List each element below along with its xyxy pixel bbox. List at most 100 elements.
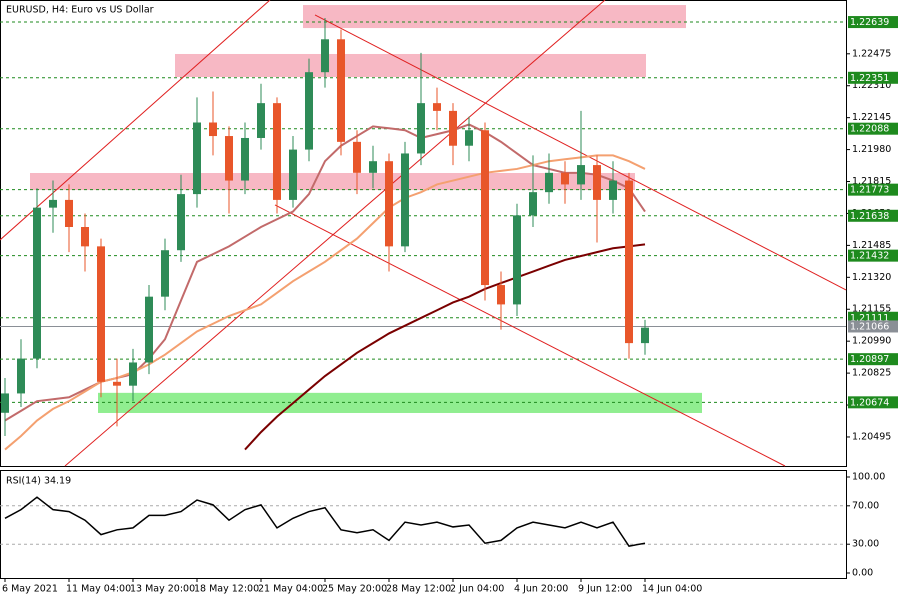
candle-body — [561, 172, 569, 185]
x-tick-label: 6 May 2021 — [2, 584, 58, 595]
moving-average — [244, 243, 646, 451]
x-tick-label: 4 Jun 20:00 — [514, 584, 568, 595]
rsi-y-tick-label: 70.00 — [852, 500, 879, 511]
level-label: 1.20897 — [850, 354, 889, 365]
candle-body — [209, 122, 217, 137]
trendline — [274, 204, 786, 467]
level-label: 1.21638 — [850, 211, 889, 222]
x-tick-label: 9 Jun 12:00 — [578, 584, 632, 595]
candle-body — [273, 103, 281, 200]
candle-body — [449, 110, 457, 146]
level-label: 1.21773 — [850, 185, 889, 196]
zone — [30, 173, 635, 191]
candle-body — [161, 250, 169, 297]
y-tick-label: 1.21485 — [852, 240, 891, 251]
trendline — [0, 0, 271, 241]
candle-body — [337, 39, 345, 142]
x-tick-label: 28 May 12:00 — [386, 584, 451, 595]
candle-body — [1, 393, 9, 413]
x-tick-label: 21 May 04:00 — [258, 584, 323, 595]
level-label: 1.20674 — [850, 397, 889, 408]
current-price-label: 1.21066 — [850, 321, 889, 332]
candle-body — [49, 199, 57, 208]
level-label: 1.21111 — [850, 313, 889, 324]
candle-body — [129, 362, 137, 386]
rsi-frame — [0, 470, 847, 579]
x-tick-label: 13 May 20:00 — [130, 584, 195, 595]
x-tick-label: 11 May 04:00 — [66, 584, 131, 595]
y-tick-label: 1.21155 — [852, 304, 891, 315]
trendline — [64, 0, 606, 467]
candle-body — [257, 103, 265, 138]
level-label-box — [848, 122, 898, 135]
candle-body — [241, 137, 249, 181]
zone — [303, 5, 686, 29]
candle-body — [33, 207, 41, 359]
level-label: 1.22351 — [850, 73, 889, 84]
y-tick-label: 1.20495 — [852, 431, 891, 442]
y-tick-label: 1.20990 — [852, 336, 891, 347]
candle-body — [113, 381, 121, 386]
candle-body — [145, 296, 153, 363]
y-tick-label: 1.22310 — [852, 80, 891, 91]
candle-body — [593, 165, 601, 200]
rsi-y-tick-label: 100.00 — [852, 472, 885, 483]
candle-body — [289, 149, 297, 200]
level-label-box — [848, 183, 898, 196]
candle-body — [641, 327, 649, 344]
main-frame — [0, 0, 847, 467]
y-tick-label: 1.21815 — [852, 176, 891, 187]
rsi-y-tick-label: 0.00 — [852, 568, 873, 579]
candle-body — [513, 215, 521, 305]
candle-body — [609, 180, 617, 200]
y-tick-label: 1.22145 — [852, 112, 891, 123]
candle-body — [321, 39, 329, 73]
candle-body — [225, 136, 233, 181]
chart-title: EURUSD, H4: Euro vs US Dollar — [6, 5, 154, 16]
zone — [175, 53, 646, 78]
candle-body — [193, 122, 201, 195]
level-label-box — [848, 209, 898, 222]
candle-body — [545, 172, 553, 193]
candle-body — [625, 180, 633, 344]
rsi-y-tick-label: 30.00 — [852, 539, 879, 550]
level-label-box — [848, 16, 898, 29]
candle-body — [177, 194, 185, 251]
level-label: 1.21432 — [850, 251, 889, 262]
level-label: 1.22639 — [850, 17, 889, 28]
rsi-line — [4, 496, 646, 547]
x-tick-label: 25 May 20:00 — [322, 584, 387, 595]
candle-body — [385, 161, 393, 247]
x-tick-label: 14 Jun 04:00 — [642, 584, 702, 595]
rsi-label: RSI(14) 34.19 — [6, 476, 71, 487]
y-tick-label: 1.21320 — [852, 272, 891, 283]
moving-average — [4, 154, 646, 451]
y-tick-label: 1.22475 — [852, 48, 891, 59]
candle-body — [529, 192, 537, 216]
candle-body — [465, 130, 473, 146]
level-label-box — [848, 353, 898, 366]
level-label-box — [848, 396, 898, 409]
candle-body — [353, 141, 361, 173]
y-tick-label: 1.21980 — [852, 144, 891, 155]
candle-body — [305, 72, 313, 150]
level-label-box — [848, 71, 898, 84]
y-tick-label: 1.20825 — [852, 368, 891, 379]
x-tick-label: 18 May 12:00 — [194, 584, 259, 595]
candle-body — [81, 227, 89, 247]
zone — [98, 392, 702, 413]
candle-body — [97, 246, 105, 382]
candle-body — [65, 199, 73, 228]
level-label: 1.22088 — [850, 124, 889, 135]
candle-body — [401, 153, 409, 247]
candle-body — [481, 130, 489, 286]
current-price-box — [848, 320, 898, 333]
level-label-box — [848, 249, 898, 262]
x-tick-label: 2 Jun 04:00 — [450, 584, 504, 595]
candle-body — [369, 161, 377, 173]
candle-body — [417, 103, 425, 154]
candle-body — [17, 358, 25, 394]
candle-body — [497, 285, 505, 305]
candle-body — [577, 165, 585, 185]
